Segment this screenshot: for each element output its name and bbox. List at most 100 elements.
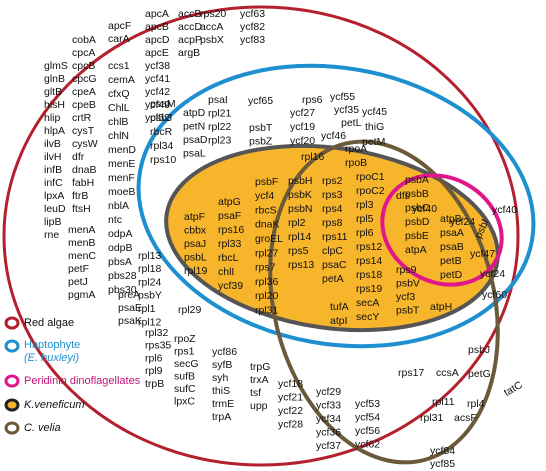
gene-label: rpl19 <box>184 265 208 277</box>
gene-label: rps5 <box>288 245 309 257</box>
gene-label: secY <box>356 311 379 323</box>
gene-label: rps10 <box>150 154 176 166</box>
gene-label: crtR <box>72 112 92 124</box>
gene-label: psaF <box>218 210 241 222</box>
gene-label: syfB <box>212 359 232 371</box>
gene-label: psbD <box>405 216 430 228</box>
gene-label: petN <box>183 120 205 132</box>
gene-label: ycf21 <box>278 391 303 403</box>
gene-label: chlI <box>218 266 234 278</box>
gene-label: gltB <box>44 86 62 98</box>
gene-label: psbJ <box>468 344 490 356</box>
gene-label: argB <box>178 47 200 59</box>
gene-label: cpcG <box>72 73 97 85</box>
legend-icon <box>4 374 20 388</box>
gene-label: rpl6 <box>356 227 374 239</box>
gene-label: ycf47 <box>470 248 495 260</box>
gene-label: rpl31 <box>420 412 444 424</box>
gene-label: ftsH <box>72 203 91 215</box>
gene-label: psaL <box>183 147 206 159</box>
gene-label: rbcS <box>255 204 277 216</box>
gene-label: rpl14 <box>288 231 312 243</box>
gene-label: psaE <box>118 302 142 314</box>
gene-label: psbT <box>249 122 273 134</box>
gene-label: rpl12 <box>138 316 162 328</box>
gene-label: petB <box>440 255 462 267</box>
gene-label: ycf39 <box>218 280 243 292</box>
gene-label: rps4 <box>322 203 343 215</box>
gene-label: rpl20 <box>255 290 279 302</box>
gene-label: ycf60 <box>482 289 507 301</box>
gene-label: rps8 <box>322 217 343 229</box>
gene-label: rpl22 <box>208 121 232 133</box>
gene-label: psaA <box>440 227 464 239</box>
gene-label: ycf86 <box>212 346 237 358</box>
gene-label: glmS <box>44 60 68 72</box>
gene-label: ycf45 <box>362 106 387 118</box>
gene-label: atpA <box>405 244 427 256</box>
gene-label: psbE <box>405 230 429 242</box>
gene-label: rps17 <box>398 367 424 379</box>
legend-icon <box>4 339 20 353</box>
gene-label: fabH <box>72 177 94 189</box>
gene-label: ftrB <box>72 190 88 202</box>
gene-label: menB <box>68 237 95 249</box>
gene-label: infB <box>44 164 62 176</box>
gene-label: cobA <box>72 34 96 46</box>
gene-label: ycf84 <box>430 445 455 457</box>
gene-label: rpoC2 <box>356 185 385 197</box>
gene-label: infC <box>44 177 63 189</box>
gene-label: odpA <box>108 228 133 240</box>
gene-label: pbsA <box>108 256 132 268</box>
gene-label: moeB <box>108 186 135 198</box>
gene-label: rps3 <box>322 189 343 201</box>
legend-label: K.veneficum <box>24 399 85 411</box>
gene-label: ycf52 <box>145 112 170 124</box>
gene-label: psbB <box>405 188 429 200</box>
gene-label: ycf36 <box>316 426 341 438</box>
gene-label: rps18 <box>356 269 382 281</box>
gene-label: menF <box>108 172 135 184</box>
gene-label: hlip <box>44 112 61 124</box>
gene-label: acpP <box>178 34 202 46</box>
gene-label: rpl29 <box>178 304 202 316</box>
gene-label: ccs1 <box>108 60 130 72</box>
gene-label: petG <box>468 368 491 380</box>
gene-label: menE <box>108 158 135 170</box>
gene-label: psbV <box>396 277 420 289</box>
gene-label: rps20 <box>200 8 226 20</box>
gene-label: ycf35 <box>334 104 359 116</box>
gene-label: ycf63 <box>240 8 265 20</box>
gene-label: psaB <box>440 241 464 253</box>
gene-label: psbC <box>405 202 430 214</box>
c-velia-set <box>268 139 500 465</box>
gene-label: atpD <box>183 107 206 119</box>
gene-label: rpl24 <box>138 276 162 288</box>
gene-label: cbbx <box>184 224 207 236</box>
gene-label: ycf34 <box>316 413 341 425</box>
gene-label: trpB <box>145 378 164 390</box>
gene-label: ycf40 <box>492 204 517 216</box>
gene-label: pgmA <box>68 289 95 301</box>
gene-label: rpoZ <box>174 333 196 345</box>
gene-label: psaM <box>150 98 176 110</box>
gene-label: psbT <box>396 304 420 316</box>
gene-label: rps16 <box>218 224 244 236</box>
gene-label: dfs <box>396 190 410 202</box>
gene-label: atpF <box>184 211 205 223</box>
legend-label: (E. huxleyi) <box>24 352 79 364</box>
gene-label: psbJ <box>150 112 172 124</box>
gene-label: pbs30 <box>108 284 137 296</box>
legend-icon <box>4 316 20 330</box>
gene-label: upp <box>250 400 268 412</box>
gene-label: cysT <box>72 125 95 137</box>
gene-label: petD <box>440 269 463 281</box>
gene-label: rpoC1 <box>356 171 385 183</box>
gene-label: rpl5 <box>356 213 374 225</box>
gene-label: rps19 <box>356 283 382 295</box>
gene-label: rpoB <box>345 157 367 169</box>
gene-label: atpB <box>440 213 462 225</box>
gene-label: trpG <box>250 361 270 373</box>
gene-label: psaD <box>183 134 208 146</box>
